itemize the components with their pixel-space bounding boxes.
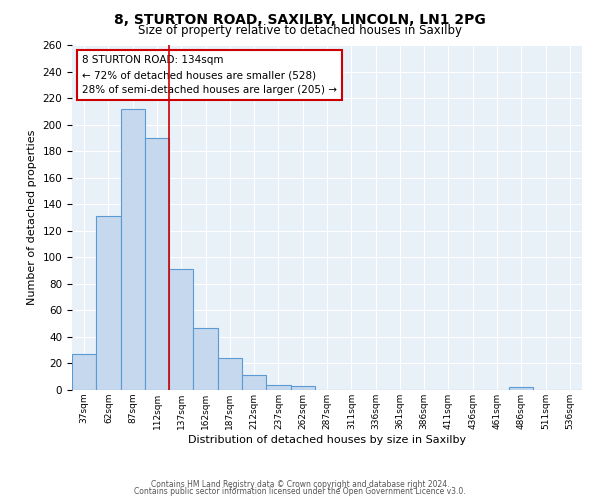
Bar — [218, 358, 242, 390]
Bar — [169, 269, 193, 390]
Bar — [242, 376, 266, 390]
Text: Contains public sector information licensed under the Open Government Licence v3: Contains public sector information licen… — [134, 487, 466, 496]
Text: 8 STURTON ROAD: 134sqm
← 72% of detached houses are smaller (528)
28% of semi-de: 8 STURTON ROAD: 134sqm ← 72% of detached… — [82, 56, 337, 95]
Bar — [509, 388, 533, 390]
Bar — [193, 328, 218, 390]
Bar — [72, 354, 96, 390]
Text: Size of property relative to detached houses in Saxilby: Size of property relative to detached ho… — [138, 24, 462, 37]
Bar — [145, 138, 169, 390]
Bar — [290, 386, 315, 390]
Bar — [266, 384, 290, 390]
Text: Contains HM Land Registry data © Crown copyright and database right 2024.: Contains HM Land Registry data © Crown c… — [151, 480, 449, 489]
X-axis label: Distribution of detached houses by size in Saxilby: Distribution of detached houses by size … — [188, 434, 466, 444]
Y-axis label: Number of detached properties: Number of detached properties — [27, 130, 37, 305]
Bar — [96, 216, 121, 390]
Text: 8, STURTON ROAD, SAXILBY, LINCOLN, LN1 2PG: 8, STURTON ROAD, SAXILBY, LINCOLN, LN1 2… — [114, 12, 486, 26]
Bar — [121, 108, 145, 390]
